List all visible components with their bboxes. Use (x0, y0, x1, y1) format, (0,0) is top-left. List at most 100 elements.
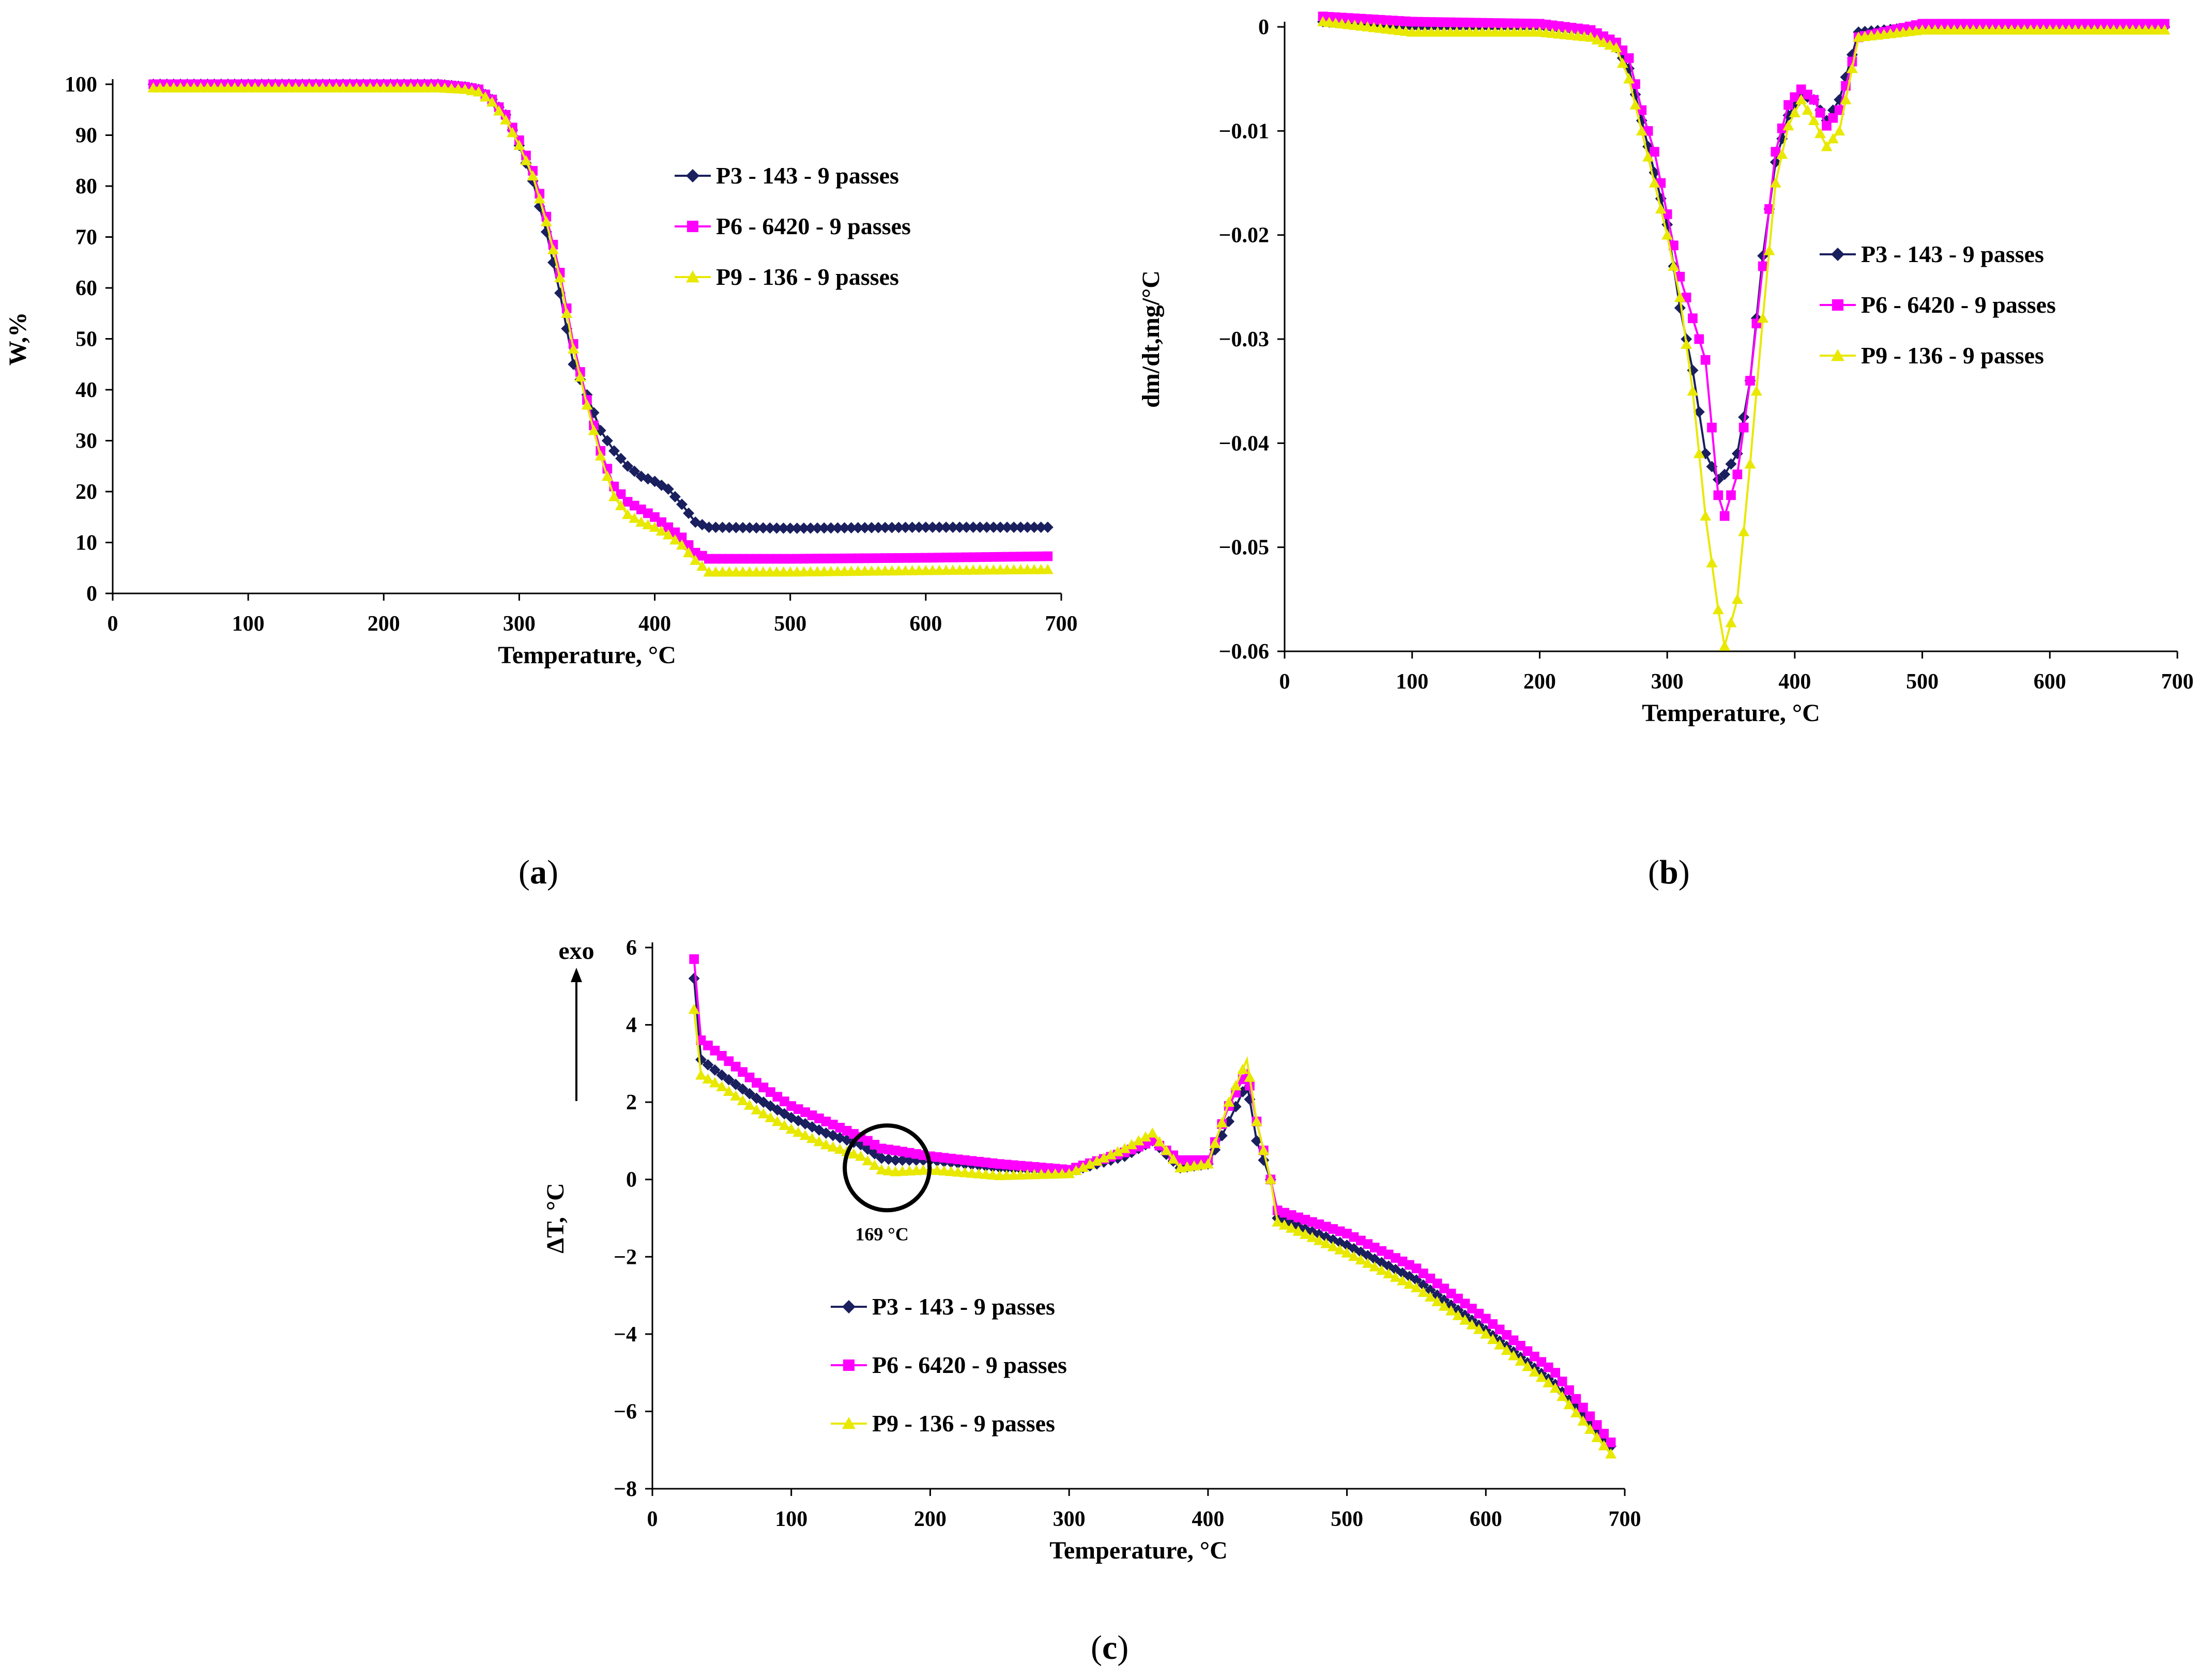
data-point (1584, 1424, 1596, 1434)
legend-marker (687, 220, 699, 233)
data-point (1822, 120, 1832, 131)
legend-item-p6: P6 - 6420 - 9 passes (1820, 292, 2056, 318)
legend-item-p3: P3 - 143 - 9 passes (1820, 241, 2044, 267)
data-point (765, 1112, 776, 1122)
data-point (952, 1166, 964, 1177)
legend-label: P9 - 136 - 9 passes (872, 1410, 1055, 1437)
y-tick-label: 70 (75, 226, 97, 250)
data-point (716, 1081, 728, 1092)
data-point (1719, 468, 1731, 480)
legend-label: P3 - 143 - 9 passes (1861, 241, 2044, 267)
data-point (945, 1166, 957, 1177)
x-tick-label: 400 (1778, 670, 1811, 694)
x-tick-label: 100 (1396, 670, 1428, 694)
x-tick-label: 200 (914, 1507, 947, 1531)
data-point (1623, 73, 1635, 84)
data-point (1827, 104, 1839, 116)
data-point (1431, 1296, 1443, 1306)
x-tick-label: 600 (909, 612, 942, 636)
y-tick-label: 2 (626, 1091, 637, 1114)
data-point (805, 522, 817, 534)
data-point (1084, 1158, 1096, 1169)
y-tick-label: −0.01 (1219, 119, 1269, 143)
data-point (1237, 1063, 1249, 1074)
data-point (1021, 521, 1033, 533)
data-point (1501, 1345, 1513, 1355)
data-point (967, 521, 979, 533)
y-tick-label: 4 (626, 1014, 637, 1037)
data-point (1815, 108, 1825, 118)
data-point (1731, 593, 1743, 604)
data-point (1153, 1136, 1165, 1147)
data-point (1738, 411, 1750, 423)
data-point (601, 435, 613, 447)
data-point (1133, 1135, 1145, 1146)
data-point (1795, 94, 1807, 104)
series-p3 (688, 972, 1617, 1452)
data-point (655, 525, 667, 536)
data-point (1015, 521, 1027, 533)
data-point (1688, 313, 1698, 324)
data-point (472, 86, 484, 97)
data-point (947, 521, 959, 533)
x-axis-title: Temperature, °C (498, 642, 676, 669)
data-point (1126, 1139, 1138, 1150)
series-p6 (148, 79, 1053, 564)
data-point (1655, 203, 1667, 214)
data-point (876, 1152, 888, 1164)
data-point (1712, 474, 1724, 485)
data-point (882, 1153, 894, 1165)
data-point (1327, 1241, 1339, 1251)
data-point (547, 244, 559, 254)
data-point (1535, 1371, 1547, 1382)
data-point (676, 539, 688, 550)
legend-item-p6: P6 - 6420 - 9 passes (831, 1352, 1067, 1378)
data-point (1616, 57, 1628, 68)
data-point (757, 522, 769, 534)
data-point (1355, 1246, 1367, 1258)
data-point (588, 424, 600, 435)
data-point (1604, 39, 1616, 50)
data-point (669, 491, 681, 502)
data-point (1840, 71, 1852, 83)
data-point (1693, 448, 1705, 459)
data-point (879, 522, 891, 533)
x-tick-label: 300 (1651, 670, 1684, 694)
data-point (1783, 100, 1793, 110)
y-tick-label: 10 (75, 531, 97, 555)
axes: 0 100 200 300 400 500 600 700 6 4 2 0 −2 −4 −6 −8 (614, 936, 1641, 1531)
data-point (737, 1083, 749, 1095)
data-point (882, 1165, 894, 1175)
data-point (1035, 521, 1047, 533)
data-point (906, 522, 918, 533)
data-point (479, 91, 491, 102)
y-tick-label: 60 (75, 277, 97, 300)
data-point (1404, 1278, 1415, 1289)
legend-item-p9: P9 - 136 - 9 passes (675, 264, 899, 290)
data-point (1694, 334, 1704, 344)
data-point (1348, 1250, 1360, 1261)
data-point (1043, 551, 1053, 561)
data-point (838, 522, 850, 534)
data-point (1209, 1137, 1221, 1148)
data-point (1473, 1323, 1485, 1334)
data-point (594, 450, 606, 461)
y-tick-label: 20 (75, 480, 97, 504)
data-point (669, 534, 681, 545)
y-tick-label: 90 (75, 124, 97, 148)
series-line (153, 83, 1048, 529)
data-point (1452, 1309, 1464, 1320)
series-p6 (689, 954, 1616, 1447)
data-point (751, 522, 762, 534)
data-point (798, 522, 810, 534)
data-point (1362, 1257, 1374, 1268)
x-tick-label: 700 (1045, 612, 1078, 636)
data-point (561, 308, 573, 318)
x-tick-label: 0 (647, 1507, 658, 1531)
data-point (1649, 177, 1660, 188)
data-point (1606, 1437, 1616, 1447)
data-point (730, 1078, 742, 1090)
data-point (751, 1104, 762, 1114)
exo-arrow-icon (571, 968, 582, 982)
data-point (785, 1123, 797, 1134)
